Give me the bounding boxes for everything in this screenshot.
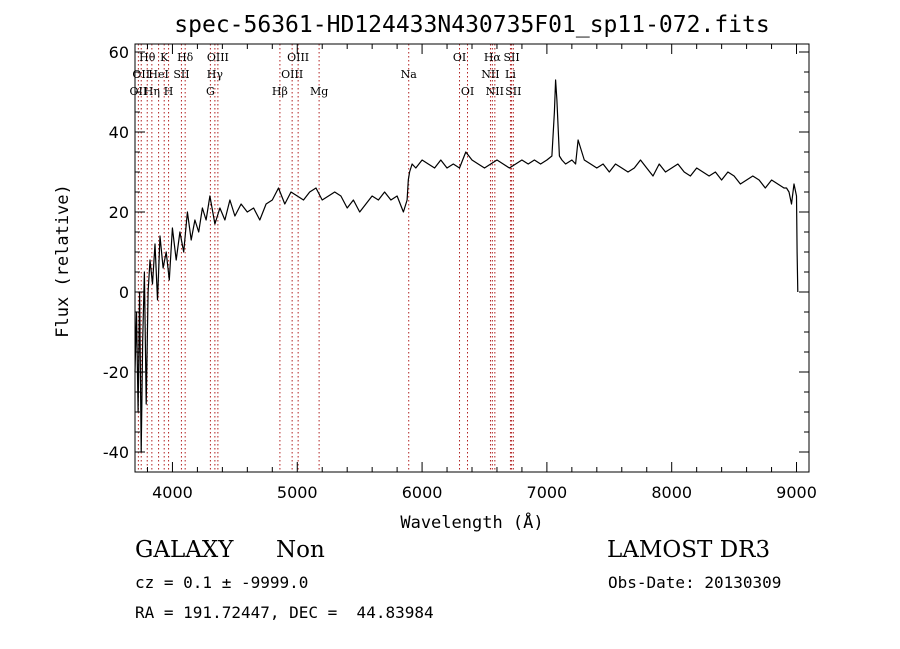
y-tick-label: -40 (103, 443, 129, 462)
line-label: K (160, 51, 169, 64)
x-tick-label: 7000 (527, 483, 568, 502)
object-subclass: Non (276, 537, 325, 563)
line-label: OIII (207, 51, 229, 64)
y-tick-label: 60 (109, 43, 129, 62)
plot-frame (134, 43, 810, 473)
x-tick-label: 9000 (776, 483, 817, 502)
line-markers (137, 44, 514, 472)
line-label: OIII (287, 51, 309, 64)
line-label: SII (505, 85, 521, 98)
survey-name: LAMOST DR3 (607, 537, 771, 563)
y-tick-label: 0 (119, 283, 129, 302)
spectrum-line (134, 79, 799, 453)
line-label: NII (481, 68, 499, 81)
line-label: NII (486, 85, 504, 98)
y-axis-label: Flux (relative) (53, 184, 73, 338)
y-tick-label: -20 (103, 363, 129, 382)
line-label: Hθ (139, 51, 156, 64)
line-label: Hβ (272, 85, 288, 98)
line-label: Hη (144, 85, 160, 98)
x-tick-label: 5000 (277, 483, 318, 502)
line-label: Na (401, 68, 418, 81)
coordinates: RA = 191.72447, DEC = 44.83984 (135, 603, 434, 622)
x-tick-label: 6000 (402, 483, 443, 502)
line-label: Hγ (207, 68, 224, 81)
y-tick-label: 40 (109, 123, 129, 142)
line-label: Mg (310, 85, 328, 98)
line-label: OII (132, 68, 150, 81)
line-label: G (206, 85, 215, 98)
y-axis-ticks: -40 -20 0 20 40 60 (103, 43, 809, 462)
line-label: H (164, 85, 174, 98)
line-label: SII (503, 51, 519, 64)
object-class: GALAXY (135, 537, 234, 563)
line-label: HeI (148, 68, 168, 81)
line-labels: OIIOIIHθHηHeIKHSIIHδGHγOIIIHβOIIIOIIIMgN… (130, 51, 522, 98)
y-tick-label: 20 (109, 203, 129, 222)
chart-title: spec-56361-HD124433N430735F01_sp11-072.f… (174, 12, 769, 38)
line-label: OI (461, 85, 474, 98)
line-label: OIII (281, 68, 303, 81)
x-axis-ticks: 4000 5000 6000 7000 8000 9000 (146, 44, 817, 502)
x-axis-label: Wavelength (Å) (400, 511, 543, 533)
line-label: Hδ (177, 51, 194, 64)
line-label: Hα (484, 51, 502, 64)
x-tick-label: 8000 (651, 483, 692, 502)
x-tick-label: 4000 (152, 483, 193, 502)
cz-value: cz = 0.1 ± -9999.0 (135, 573, 309, 592)
obs-date: Obs-Date: 20130309 (608, 573, 782, 592)
line-label: SII (173, 68, 189, 81)
line-label: Li (505, 68, 516, 81)
line-label: OI (453, 51, 466, 64)
